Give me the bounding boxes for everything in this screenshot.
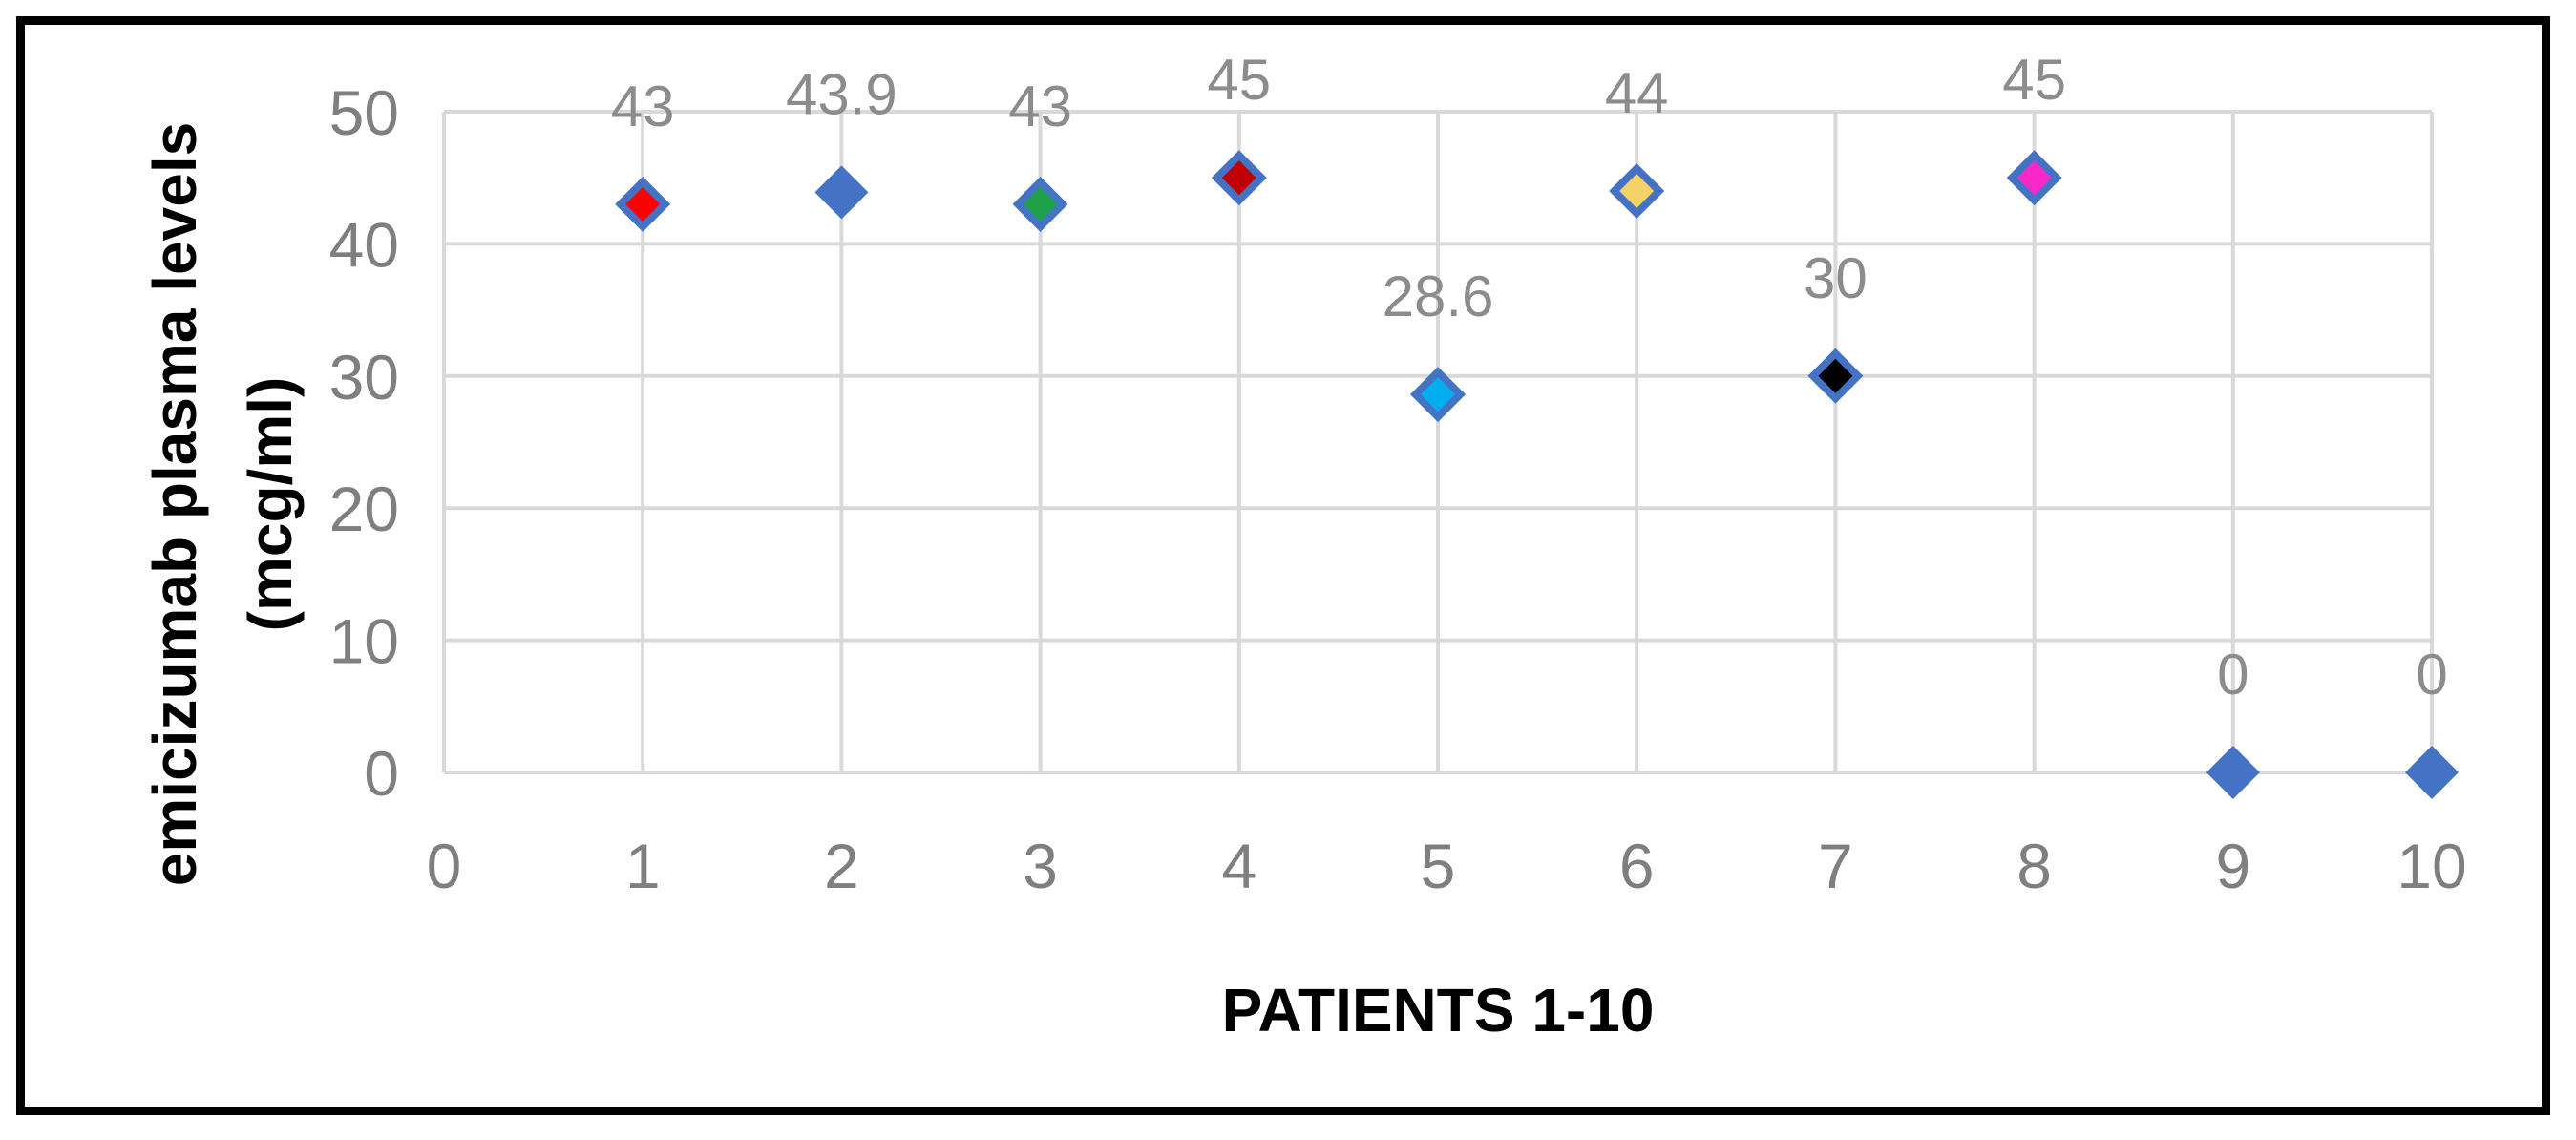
data-point-marker	[625, 186, 661, 222]
y-tick-label: 30	[329, 342, 399, 412]
data-point-label: 28.6	[1383, 264, 1494, 328]
data-point-label: 43	[611, 74, 675, 138]
data-point-label: 0	[2416, 643, 2447, 707]
x-tick-label: 1	[625, 831, 661, 901]
data-point-marker	[2405, 746, 2459, 799]
y-tick-label: 50	[329, 77, 399, 148]
y-axis-tick-labels: 0 10 20 30 40 50	[329, 77, 399, 809]
data-point-marker	[1023, 186, 1058, 222]
x-tick-label: 0	[427, 831, 462, 901]
x-tick-label: 8	[2016, 831, 2052, 901]
data-point-label: 44	[1605, 61, 1669, 125]
data-point-marker	[814, 165, 869, 220]
data-point-marker	[1421, 377, 1455, 412]
data-point-marker	[1619, 174, 1655, 209]
gridlines	[442, 110, 2434, 774]
data-point-marker	[2206, 746, 2260, 799]
data-point-labels: 43 43.9 43 45 28.6 44 30 45 0 0	[611, 48, 2448, 707]
y-axis-title-line2: (mcg/ml)	[236, 377, 305, 632]
x-tick-label: 7	[1818, 831, 1853, 901]
data-point-label: 30	[1804, 246, 1868, 310]
x-tick-label: 5	[1421, 831, 1456, 901]
y-tick-label: 10	[329, 606, 399, 677]
x-tick-label: 4	[1221, 831, 1256, 901]
x-axis-title: PATIENTS 1-10	[1222, 976, 1655, 1045]
x-axis-tick-labels: 0 1 2 3 4 5 6 7 8 9 10	[427, 831, 2467, 901]
data-point-marker	[2016, 160, 2052, 196]
x-tick-label: 10	[2397, 831, 2466, 901]
x-tick-label: 9	[2215, 831, 2250, 901]
data-point-label: 45	[2002, 48, 2066, 112]
y-tick-label: 20	[329, 474, 399, 544]
data-point-label: 43.9	[786, 62, 897, 126]
y-axis-title-line1: emicizumab plasma levels	[140, 122, 209, 886]
y-tick-label: 0	[364, 738, 399, 809]
x-tick-label: 2	[824, 831, 859, 901]
data-point-markers	[615, 150, 2459, 799]
data-point-marker	[1221, 160, 1256, 196]
data-point-label: 45	[1207, 48, 1271, 112]
y-tick-label: 40	[329, 209, 399, 280]
chart-outer-border	[16, 16, 2550, 1115]
x-tick-label: 6	[1619, 831, 1655, 901]
data-point-marker	[1818, 358, 1853, 393]
data-point-label: 43	[1008, 74, 1072, 138]
x-tick-label: 3	[1023, 831, 1058, 901]
data-point-label: 0	[2217, 643, 2249, 707]
